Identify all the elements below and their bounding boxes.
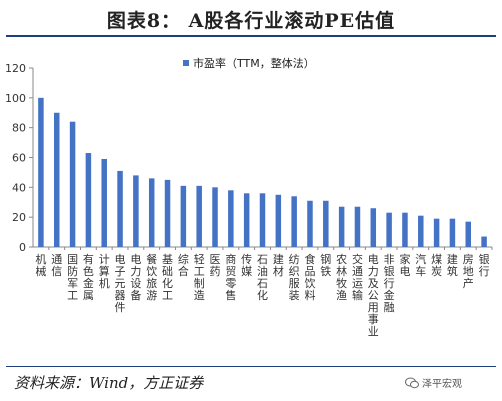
category-label: 纺织服装 — [289, 252, 300, 302]
legend: 市盈率（TTM，整体法） — [183, 56, 315, 70]
legend-swatch — [183, 60, 189, 66]
bar-10 — [180, 185, 187, 247]
bar-18 — [307, 200, 313, 247]
category-label: 交通运输 — [352, 252, 363, 302]
bar-24 — [402, 212, 408, 247]
bar-20 — [338, 206, 345, 247]
category-label: 钢铁 — [320, 253, 331, 278]
y-tick-label: 20 — [12, 211, 26, 224]
bar-21 — [354, 206, 361, 247]
category-label: 有色金属 — [83, 252, 94, 302]
category-label: 食品饮料 — [304, 252, 315, 302]
category-label: 基础化工 — [162, 253, 173, 302]
bar-25 — [418, 215, 424, 247]
category-label: 建材 — [273, 252, 284, 278]
category-label: 餐饮旅游 — [146, 252, 157, 302]
bar-3 — [69, 121, 76, 247]
axis-layer: 0 20 40 60 80 100 120 — [5, 62, 493, 254]
category-label: 轻工制造 — [194, 252, 205, 302]
bar-22 — [370, 208, 377, 247]
source-note: 资料来源：Wind，方正证券 — [14, 374, 204, 392]
bar-layer — [38, 97, 487, 248]
category-label: 家电 — [399, 252, 410, 278]
bar-8 — [148, 178, 155, 247]
bar-6 — [117, 170, 123, 247]
category-label: 电力及公用事业 — [368, 253, 379, 338]
category-label: 煤炭 — [431, 253, 442, 278]
category-label: 商贸零售 — [225, 252, 236, 302]
category-label: 国防军工 — [67, 253, 78, 302]
y-tick-label: 40 — [12, 181, 26, 194]
bar-2 — [53, 112, 60, 247]
y-tick-label: 80 — [12, 122, 26, 135]
category-label: 电子元器件 — [115, 253, 126, 314]
bar-13 — [228, 190, 234, 247]
wechat-icon — [405, 377, 419, 388]
y-tick-label: 60 — [12, 152, 26, 165]
bar-14 — [243, 193, 250, 247]
legend-label: 市盈率（TTM，整体法） — [193, 56, 315, 70]
bar-23 — [386, 212, 392, 247]
bar-chart: 0 20 40 60 80 100 120 机械通信国防军工有色金属计算机电子元器件电力设备… — [5, 56, 493, 338]
watermark-text: 泽平宏观 — [422, 379, 462, 390]
category-label: 建筑 — [447, 252, 458, 278]
category-label: 房地产 — [463, 253, 474, 290]
bar-1 — [38, 97, 44, 247]
y-tick-label: 120 — [5, 62, 26, 75]
bar-19 — [323, 200, 329, 247]
bar-17 — [291, 196, 297, 247]
bar-26 — [433, 218, 440, 247]
bar-28 — [465, 221, 472, 247]
category-label: 机械 — [35, 252, 46, 278]
category-label: 综合 — [178, 252, 189, 278]
watermark: 泽平宏观 — [405, 375, 462, 390]
title-divider — [6, 35, 496, 37]
bar-27 — [449, 218, 456, 247]
bar-9 — [164, 179, 171, 248]
category-label: 计算机 — [99, 253, 110, 290]
y-tick-label: 0 — [19, 241, 26, 254]
bar-12 — [212, 187, 218, 247]
footer-divider — [6, 366, 496, 367]
category-label: 非银行金融 — [384, 253, 395, 314]
bar-4 — [85, 153, 92, 247]
bar-7 — [133, 175, 139, 247]
category-label: 医药 — [210, 253, 221, 278]
category-label: 传媒 — [241, 253, 252, 278]
category-label: 农林牧渔 — [336, 252, 347, 302]
bar-29 — [481, 236, 487, 247]
chart-title: 图表8： A股各行业滚动PE估值 — [106, 10, 396, 32]
bar-5 — [101, 158, 107, 247]
bar-15 — [259, 193, 266, 247]
category-label: 汽车 — [415, 252, 426, 278]
bar-16 — [275, 194, 282, 247]
category-label: 银行 — [479, 252, 490, 278]
category-label-layer: 机械通信国防军工有色金属计算机电子元器件电力设备餐饮旅游基础化工综合轻工制造医药… — [35, 252, 489, 338]
category-label: 电力设备 — [130, 253, 141, 302]
y-tick-label: 100 — [5, 92, 26, 105]
category-label: 通信 — [51, 253, 62, 278]
bar-11 — [196, 185, 202, 247]
category-label: 石油石化 — [257, 253, 268, 302]
